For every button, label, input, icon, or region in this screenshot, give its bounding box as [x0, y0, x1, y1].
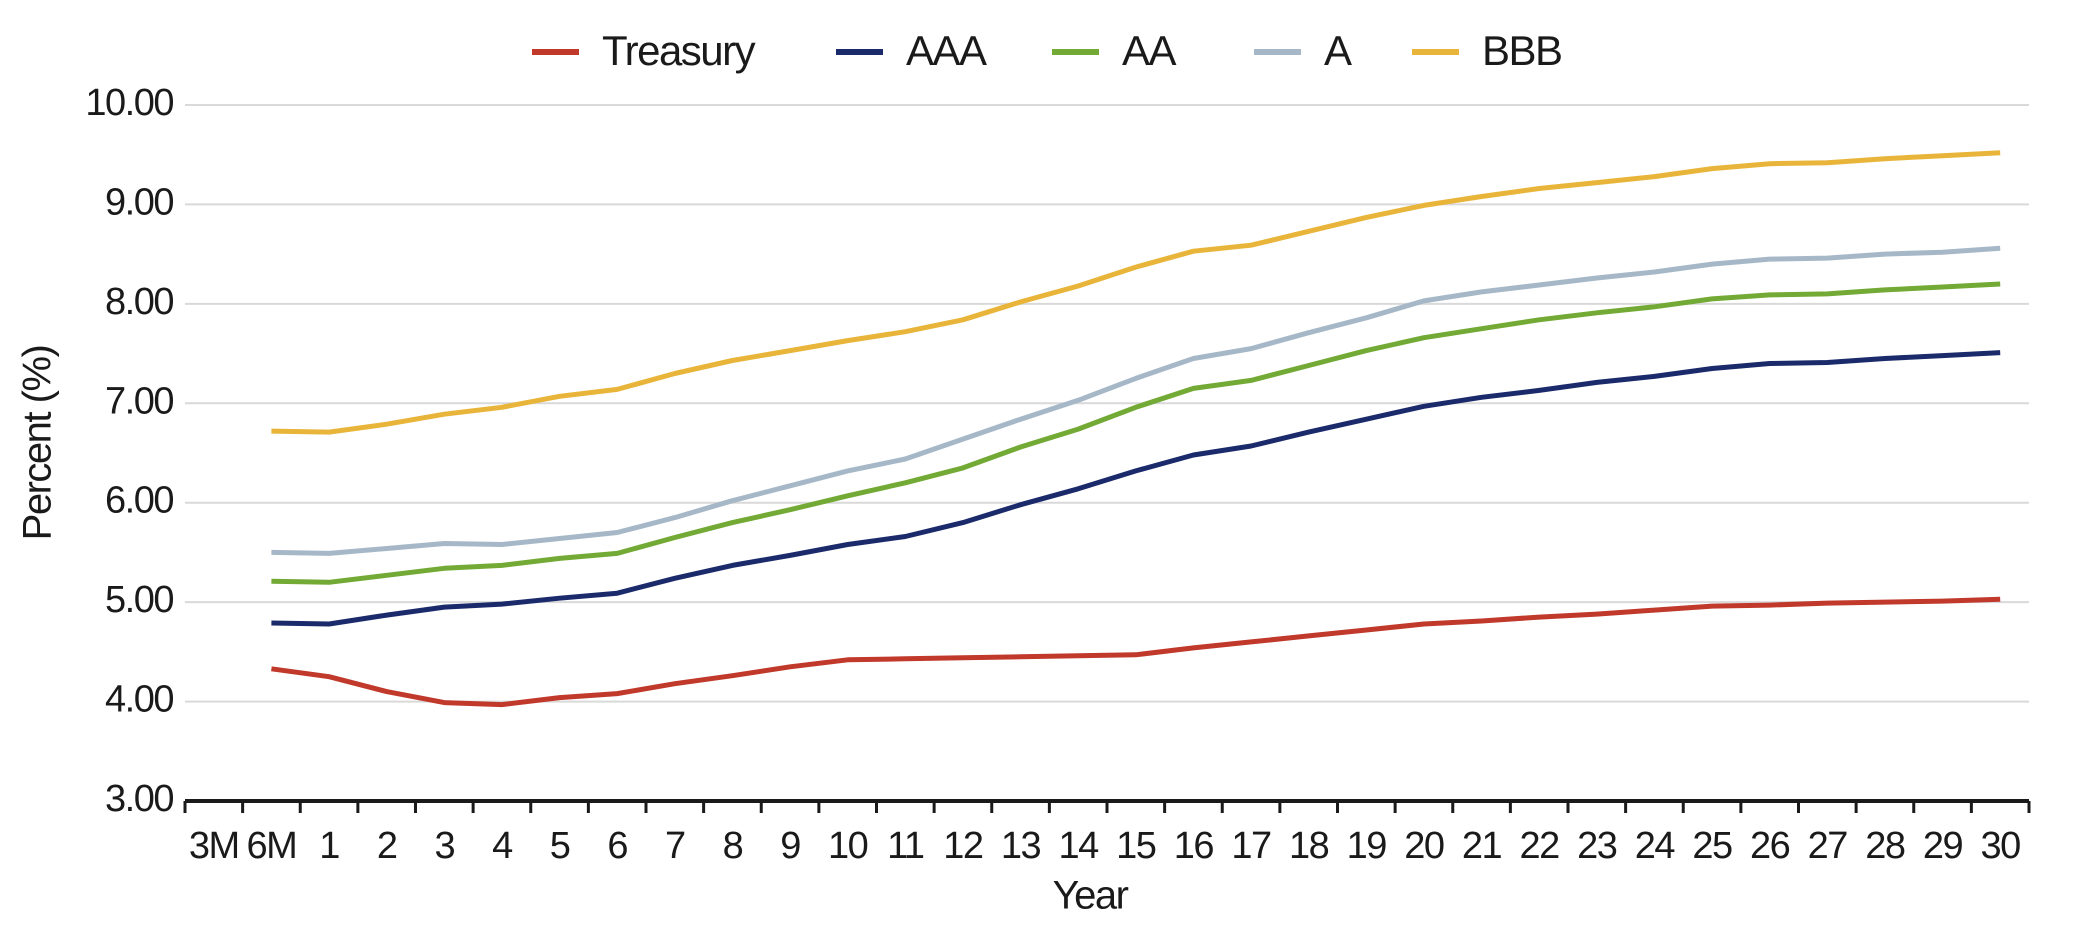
series-line: [271, 596, 2001, 708]
y-tick-label: 8.00: [105, 281, 173, 323]
x-tick-label: 4: [492, 825, 513, 867]
y-tick-label: 5.00: [105, 579, 173, 621]
x-tick-label: 19: [1347, 825, 1387, 867]
x-tick-label: 13: [1001, 825, 1041, 867]
x-tick-label: 12: [943, 825, 983, 867]
x-tick-label: 26: [1750, 825, 1790, 867]
x-tick-label: 7: [665, 825, 685, 867]
x-tick-label: 18: [1289, 825, 1329, 867]
y-tick-label: 4.00: [105, 679, 173, 721]
x-tick-label: 6: [607, 825, 627, 867]
x-tick-label: 8: [723, 825, 743, 867]
y-axis-title: Percent (%): [16, 346, 60, 541]
x-tick-label: 17: [1231, 825, 1271, 867]
x-tick-label: 14: [1059, 825, 1100, 867]
x-tick-label: 9: [780, 825, 800, 867]
x-tick-label: 1: [319, 825, 339, 867]
x-tick-label: 25: [1692, 825, 1732, 867]
x-tick-label: 15: [1116, 825, 1156, 867]
legend-label: BBB: [1482, 27, 1562, 74]
x-tick-label: 21: [1462, 825, 1502, 867]
legend-label: A: [1324, 27, 1352, 74]
y-tick-label: 9.00: [105, 181, 173, 223]
x-tick-label: 30: [1981, 825, 2021, 867]
x-tick-label: 24: [1635, 825, 1676, 867]
x-tick-label: 3M: [189, 825, 239, 867]
legend-label: AAA: [906, 27, 987, 74]
series-line: [271, 350, 2001, 627]
x-tick-label: 2: [377, 825, 397, 867]
x-tick-label: 10: [828, 825, 868, 867]
x-tick-label: 20: [1404, 825, 1444, 867]
series-line: [271, 281, 2001, 585]
x-tick-label: 6M: [247, 825, 297, 867]
legend-label: AA: [1122, 27, 1177, 74]
x-tick-label: 29: [1923, 825, 1963, 867]
x-tick-label: 3: [434, 825, 454, 867]
y-tick-label: 10.00: [85, 82, 173, 124]
x-tick-label: 22: [1520, 825, 1560, 867]
x-axis-title: Year: [1053, 874, 1129, 918]
x-tick-label: 11: [887, 825, 924, 867]
x-tick-label: 23: [1577, 825, 1617, 867]
x-tick-label: 16: [1174, 825, 1214, 867]
y-tick-label: 3.00: [105, 778, 173, 820]
legend-label: Treasury: [602, 27, 756, 74]
x-tick-label: 28: [1865, 825, 1905, 867]
series-line: [271, 245, 2001, 556]
y-tick-label: 6.00: [105, 480, 173, 522]
series-line: [271, 150, 2001, 435]
y-tick-label: 7.00: [105, 380, 173, 422]
x-tick-label: 27: [1808, 825, 1848, 867]
x-tick-label: 5: [550, 825, 570, 867]
